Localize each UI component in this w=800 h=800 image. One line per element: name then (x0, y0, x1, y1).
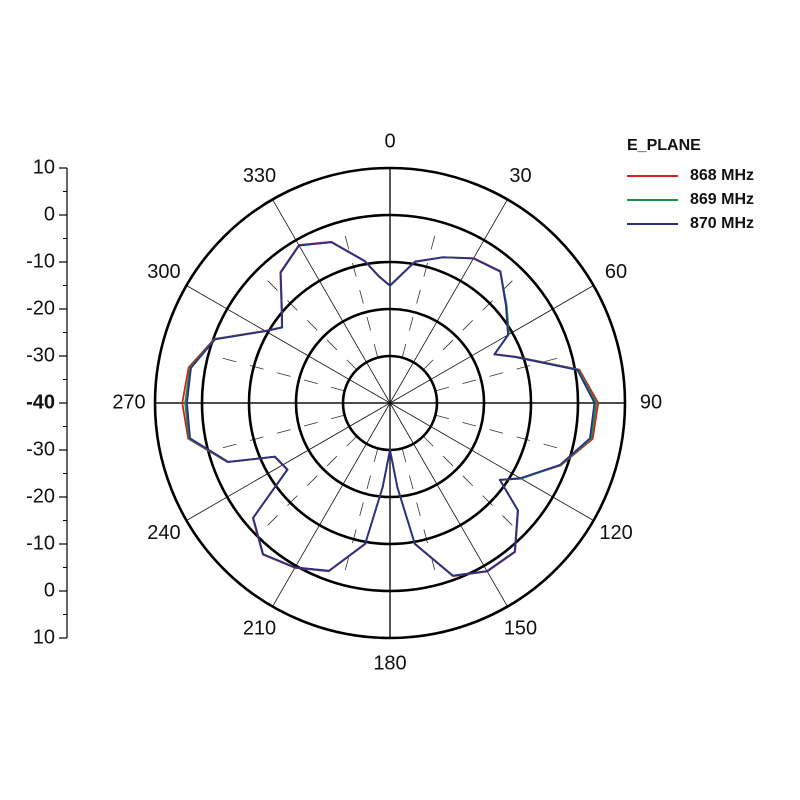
minor-spoke (256, 435, 358, 537)
angle-spoke (389, 402, 508, 607)
ruler-label: -20 (26, 297, 55, 319)
ruler-label: -30 (26, 344, 55, 366)
ruler-label: -10 (26, 250, 55, 272)
minor-spoke (435, 414, 572, 453)
minor-spoke (435, 353, 572, 392)
angle-spoke (272, 199, 391, 404)
ruler-label: -20 (26, 485, 55, 507)
ruler-label: -30 (26, 438, 55, 460)
angle-label: 60 (605, 261, 627, 283)
angle-label: 330 (243, 165, 276, 187)
ruler-label: 10 (33, 626, 55, 648)
angle-spoke (272, 402, 391, 607)
ruler-label: 10 (33, 156, 55, 178)
radial-ring (294, 307, 486, 499)
radial-ring (153, 166, 627, 640)
angle-spoke (389, 402, 594, 521)
angle-label: 0 (384, 130, 395, 152)
minor-spoke (422, 435, 524, 537)
angle-label: 180 (373, 652, 406, 674)
ruler-label: -40 (26, 391, 55, 413)
angle-label: 210 (243, 617, 276, 639)
angle-label: 270 (112, 391, 145, 413)
angle-spoke (389, 285, 594, 404)
angle-label: 30 (509, 165, 531, 187)
minor-spoke (208, 353, 345, 392)
ruler-label: 0 (44, 203, 55, 225)
legend-title: E_PLANE (627, 137, 701, 154)
minor-spoke (256, 269, 358, 371)
minor-spoke (422, 269, 524, 371)
pattern-curve (186, 241, 596, 577)
legend-label: 870 MHz (690, 215, 754, 232)
angle-label: 150 (504, 617, 537, 639)
legend-label: 868 MHz (690, 167, 754, 184)
angle-label: 90 (640, 391, 662, 413)
angle-spoke (186, 402, 391, 521)
ruler-label: 0 (44, 579, 55, 601)
minor-spoke (340, 448, 379, 585)
minor-spoke (208, 414, 345, 453)
minor-spoke (401, 448, 440, 585)
ruler-label: -10 (26, 532, 55, 554)
angle-label: 120 (599, 522, 632, 544)
angle-label: 240 (147, 522, 180, 544)
angle-spoke (389, 199, 508, 404)
radial-ring (200, 213, 580, 593)
minor-spoke (401, 221, 440, 358)
radial-ring (247, 260, 533, 546)
angle-label: 300 (147, 261, 180, 283)
legend-label: 869 MHz (690, 191, 754, 208)
minor-spoke (340, 221, 379, 358)
angle-spoke (186, 285, 391, 404)
